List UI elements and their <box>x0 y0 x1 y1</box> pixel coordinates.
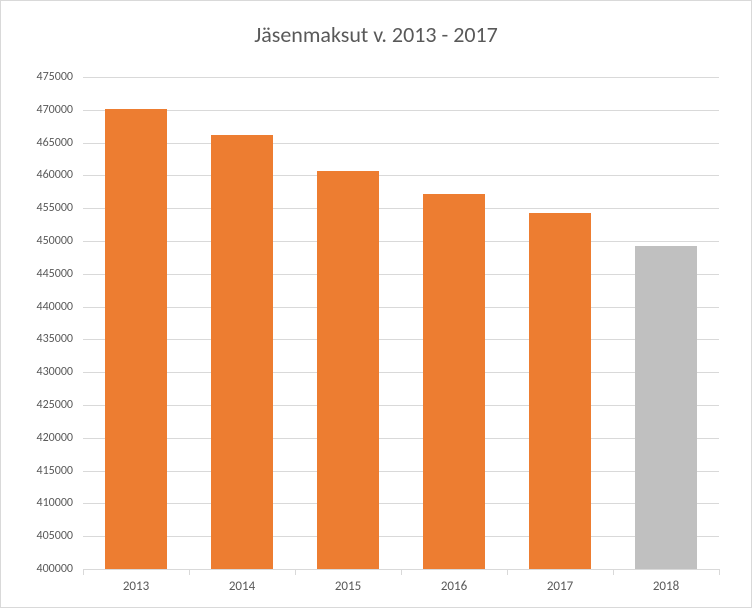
y-tick-label: 445000 <box>1 267 73 281</box>
gridline <box>83 339 719 340</box>
y-tick-label: 430000 <box>1 365 73 379</box>
bar <box>529 213 590 569</box>
y-tick-label: 435000 <box>1 332 73 346</box>
gridline <box>83 503 719 504</box>
y-tick-label: 400000 <box>1 562 73 576</box>
gridline <box>83 175 719 176</box>
x-tick-mark <box>295 569 296 575</box>
x-tick-mark <box>507 569 508 575</box>
gridline <box>83 372 719 373</box>
gridline <box>83 143 719 144</box>
gridline <box>83 471 719 472</box>
gridline <box>83 405 719 406</box>
bar <box>317 171 378 569</box>
x-tick-mark <box>189 569 190 575</box>
chart-title: Jäsenmaksut v. 2013 - 2017 <box>1 21 751 48</box>
y-tick-label: 475000 <box>1 70 73 84</box>
x-tick-label: 2016 <box>441 579 467 594</box>
gridline <box>83 241 719 242</box>
gridline <box>83 110 719 111</box>
x-tick-label: 2017 <box>547 579 573 594</box>
x-tick-mark <box>719 569 720 575</box>
x-tick-mark <box>83 569 84 575</box>
x-tick-label: 2015 <box>335 579 361 594</box>
gridline <box>83 438 719 439</box>
y-tick-label: 465000 <box>1 136 73 150</box>
y-tick-label: 405000 <box>1 529 73 543</box>
x-tick-label: 2014 <box>229 579 255 594</box>
y-tick-label: 420000 <box>1 431 73 445</box>
x-tick-mark <box>613 569 614 575</box>
y-tick-label: 460000 <box>1 168 73 182</box>
gridline <box>83 536 719 537</box>
bar <box>635 246 696 569</box>
y-tick-label: 415000 <box>1 464 73 478</box>
y-tick-label: 455000 <box>1 201 73 215</box>
gridline <box>83 307 719 308</box>
gridline <box>83 208 719 209</box>
chart-frame: Jäsenmaksut v. 2013 - 2017 400000 405000 4… <box>0 0 752 608</box>
gridline <box>83 274 719 275</box>
y-tick-label: 440000 <box>1 300 73 314</box>
y-tick-label: 410000 <box>1 496 73 510</box>
y-tick-label: 450000 <box>1 234 73 248</box>
bar <box>423 194 484 569</box>
y-tick-label: 425000 <box>1 398 73 412</box>
x-tick-mark <box>401 569 402 575</box>
plot-area <box>83 77 719 569</box>
gridline <box>83 77 719 78</box>
x-tick-label: 2018 <box>653 579 679 594</box>
bar <box>211 135 272 569</box>
y-tick-label: 470000 <box>1 103 73 117</box>
x-tick-label: 2013 <box>123 579 149 594</box>
bar <box>105 109 166 570</box>
